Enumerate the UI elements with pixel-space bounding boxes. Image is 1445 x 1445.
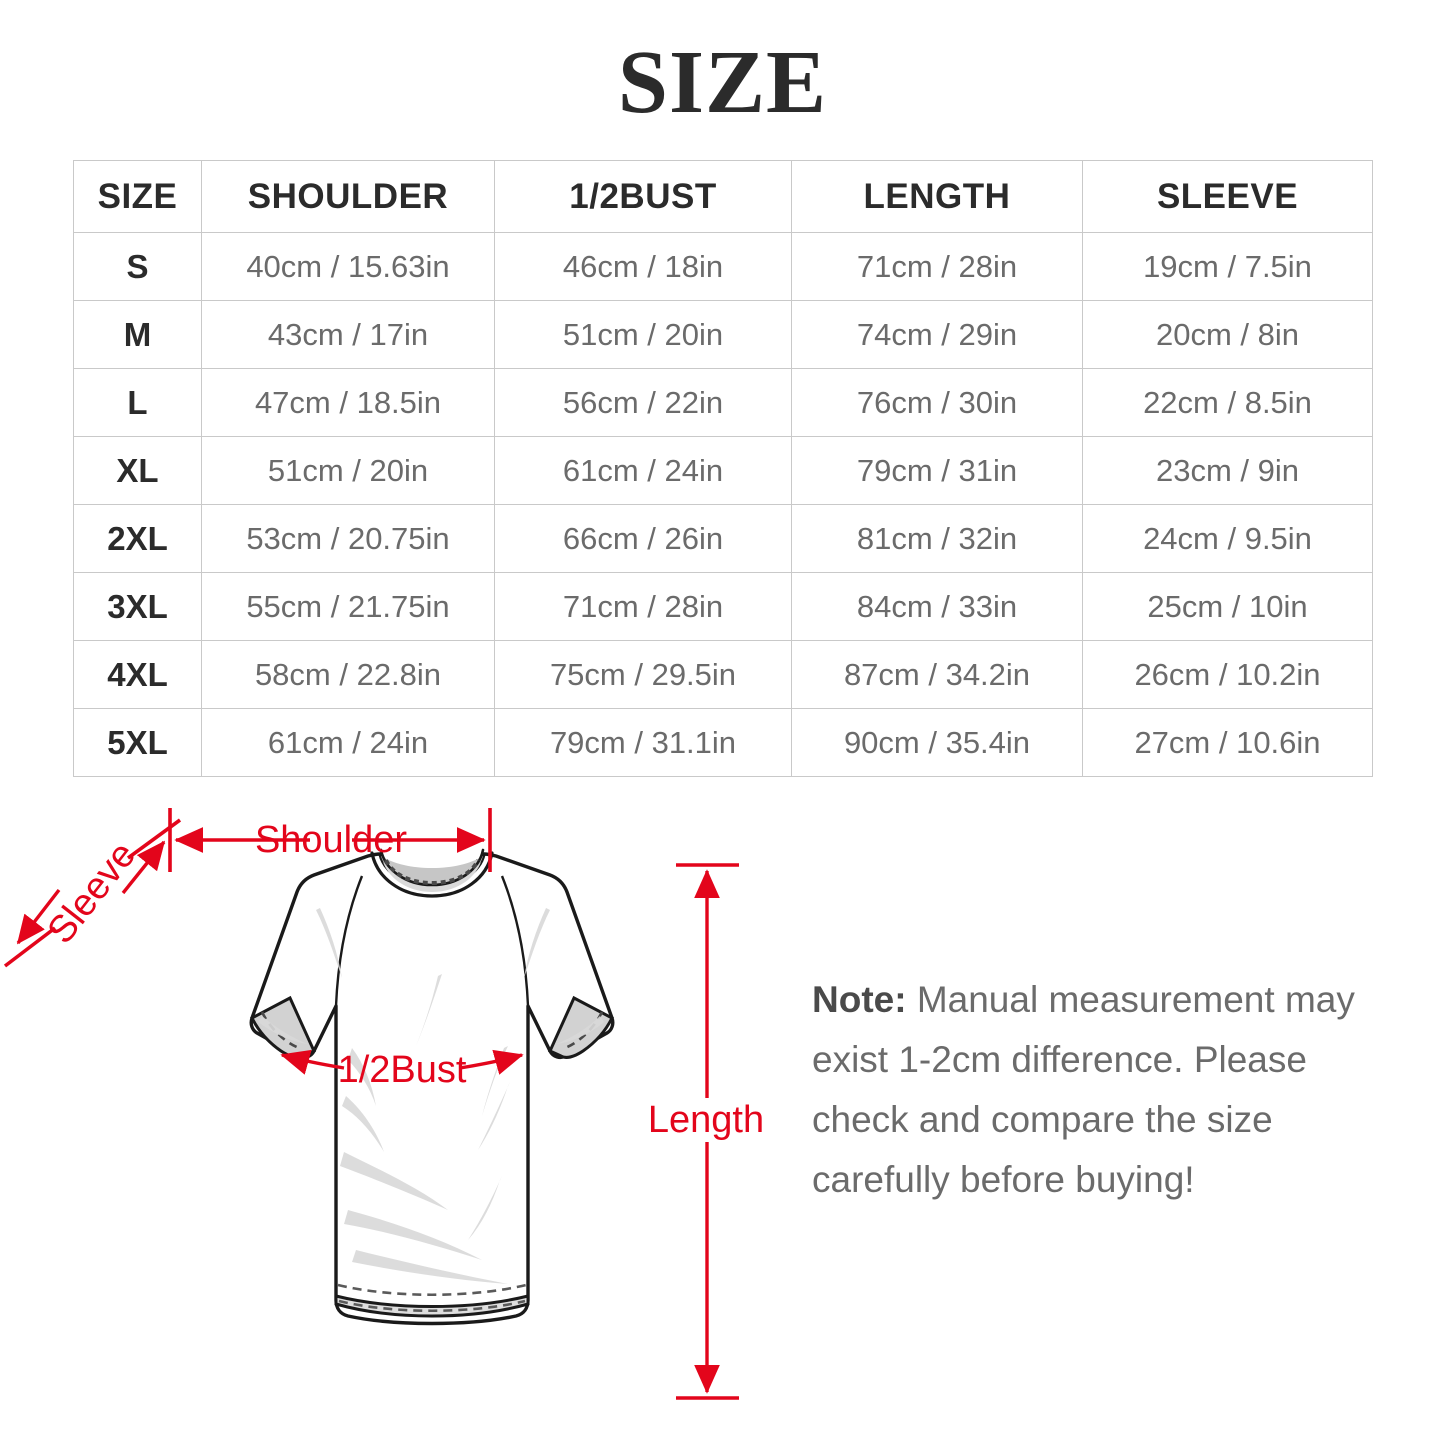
cell-sleeve: 20cm / 8in [1082,300,1373,369]
cell-sleeve: 22cm / 8.5in [1082,368,1373,437]
sleeve-tick-lower [3,926,57,968]
bust-measurement-annotation: 1/2Bust [280,1049,524,1091]
cell-length: 90cm / 35.4in [791,708,1083,777]
cell-length: 71cm / 28in [791,232,1083,301]
table-row: M 43cm / 17in 51cm / 20in 74cm / 29in 20… [73,300,1373,369]
table-row: L 47cm / 18.5in 56cm / 22in 76cm / 30in … [73,368,1373,437]
tshirt-shoulder-seam-left [334,875,364,1007]
tshirt-hem-band [334,1294,530,1318]
cell-length: 84cm / 33in [791,572,1083,641]
page-title: SIZE [617,33,828,132]
table-body: S 40cm / 15.63in 46cm / 18in 71cm / 28in… [73,232,1373,777]
tshirt-neckline-inner-lower [383,862,481,892]
tshirt-cuff-right [548,995,614,1059]
measurement-note: Note: Manual measurement may exist 1-2cm… [812,970,1387,1210]
tshirt-wrinkle-shading [258,908,604,1284]
cell-bust: 71cm / 28in [494,572,792,641]
shoulder-measurement-annotation: Shoulder [168,808,492,872]
table-row: XL 51cm / 20in 61cm / 24in 79cm / 31in 2… [73,436,1373,505]
cell-shoulder: 58cm / 22.8in [201,640,495,709]
cell-sleeve: 26cm / 10.2in [1082,640,1373,709]
table-row: 5XL 61cm / 24in 79cm / 31.1in 90cm / 35.… [73,708,1373,777]
sleeve-tick-upper [126,818,182,860]
table-header-row: SIZE SHOULDER 1/2BUST LENGTH SLEEVE [73,160,1373,233]
tshirt-cuff-left-stitch [260,1011,300,1050]
shoulder-label: Shoulder [255,819,407,861]
length-measurement-annotation: Length [648,863,764,1400]
column-header-size: SIZE [73,160,202,233]
cell-sleeve: 19cm / 7.5in [1082,232,1373,301]
cell-bust: 46cm / 18in [494,232,792,301]
table-row: S 40cm / 15.63in 46cm / 18in 71cm / 28in… [73,232,1373,301]
bust-label: 1/2Bust [338,1049,467,1091]
length-label: Length [648,1099,764,1141]
note-label: Note: [812,979,907,1020]
table-row: 3XL 55cm / 21.75in 71cm / 28in 84cm / 33… [73,572,1373,641]
cell-size: XL [73,436,202,505]
cell-sleeve: 23cm / 9in [1082,436,1373,505]
bust-arrow-left [280,1049,345,1075]
cell-length: 76cm / 30in [791,368,1083,437]
column-header-length: LENGTH [791,160,1083,233]
cell-sleeve: 27cm / 10.6in [1082,708,1373,777]
tshirt-illustration [249,848,615,1326]
cell-size: 5XL [73,708,202,777]
cell-length: 74cm / 29in [791,300,1083,369]
cell-bust: 75cm / 29.5in [494,640,792,709]
tshirt-collar-outer [370,851,494,898]
cell-shoulder: 61cm / 24in [201,708,495,777]
table-header: SIZE SHOULDER 1/2BUST LENGTH SLEEVE [73,160,1373,233]
tshirt-cuff-right-stitch [564,1011,604,1050]
tshirt-measurement-diagram: Shoulder Sleeve 1/2Bust [0,780,800,1440]
table-row: 4XL 58cm / 22.8in 75cm / 29.5in 87cm / 3… [73,640,1373,709]
cell-bust: 51cm / 20in [494,300,792,369]
cell-length: 87cm / 34.2in [791,640,1083,709]
cell-shoulder: 43cm / 17in [201,300,495,369]
size-table: SIZE SHOULDER 1/2BUST LENGTH SLEEVE S 40… [73,160,1373,777]
cell-size: 2XL [73,504,202,573]
cell-size: 3XL [73,572,202,641]
size-table-container: SIZE SHOULDER 1/2BUST LENGTH SLEEVE S 40… [73,160,1373,777]
cell-size: 4XL [73,640,202,709]
column-header-shoulder: SHOULDER [201,160,495,233]
cell-bust: 61cm / 24in [494,436,792,505]
cell-size: L [73,368,202,437]
tshirt-shoulder-seam-right [500,875,530,1007]
tshirt-hem-stitch-upper [337,1283,527,1297]
sleeve-arrow-lower [16,888,61,945]
cell-bust: 56cm / 22in [494,368,792,437]
tshirt-collar-taping [384,859,480,886]
cell-bust: 79cm / 31.1in [494,708,792,777]
cell-shoulder: 40cm / 15.63in [201,232,495,301]
column-header-sleeve: SLEEVE [1082,160,1373,233]
cell-length: 81cm / 32in [791,504,1083,573]
cell-shoulder: 47cm / 18.5in [201,368,495,437]
table-row: 2XL 53cm / 20.75in 66cm / 26in 81cm / 32… [73,504,1373,573]
cell-shoulder: 51cm / 20in [201,436,495,505]
cell-sleeve: 24cm / 9.5in [1082,504,1373,573]
bust-arrow-right [459,1049,524,1075]
sleeve-measurement-annotation: Sleeve [3,818,182,968]
cell-shoulder: 55cm / 21.75in [201,572,495,641]
note-text: Manual measurement may exist 1-2cm diffe… [812,979,1355,1200]
cell-length: 79cm / 31in [791,436,1083,505]
cell-shoulder: 53cm / 20.75in [201,504,495,573]
cell-sleeve: 25cm / 10in [1082,572,1373,641]
sleeve-arrow-upper [121,840,166,895]
column-header-bust: 1/2BUST [494,160,792,233]
tshirt-hem-stitch-lower [338,1299,526,1313]
cell-bust: 66cm / 26in [494,504,792,573]
cell-size: S [73,232,202,301]
cell-size: M [73,300,202,369]
